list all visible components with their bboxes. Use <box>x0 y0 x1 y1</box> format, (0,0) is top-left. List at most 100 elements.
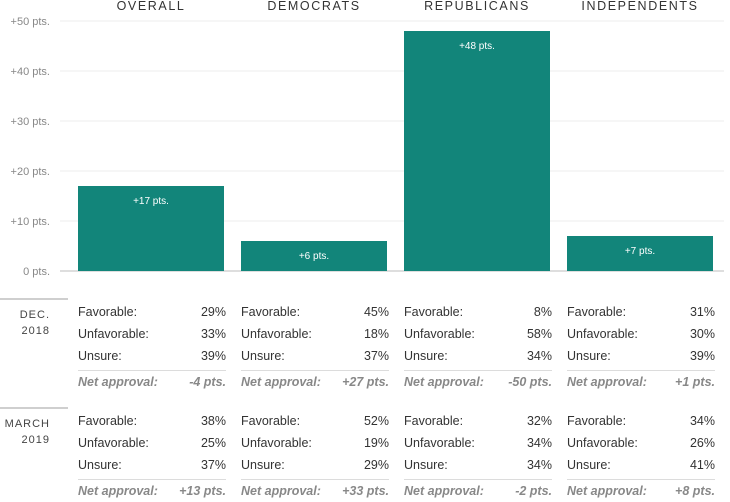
stat-label: Favorable: <box>404 305 464 319</box>
stat-row: Unsure: 41% <box>567 454 715 476</box>
stat-label: Unsure: <box>404 458 448 472</box>
net-approval-label: Net approval: <box>241 484 321 498</box>
stat-value: 8% <box>533 305 552 319</box>
net-approval-row: Net approval: +33 pts. <box>241 479 389 502</box>
y-tick-label: +10 pts. <box>11 216 50 228</box>
stat-row: Unfavorable: 26% <box>567 432 715 454</box>
stat-label: Unfavorable: <box>78 327 149 341</box>
stat-value: 29% <box>200 305 226 319</box>
stat-value: 41% <box>689 458 715 472</box>
net-approval-value: +27 pts. <box>342 375 389 389</box>
stat-value: 29% <box>363 458 389 472</box>
stat-row: Unsure: 39% <box>78 345 226 367</box>
stat-row: Unsure: 39% <box>567 345 715 367</box>
stat-value: 34% <box>689 414 715 428</box>
net-approval-value: +1 pts. <box>675 375 715 389</box>
period-label-line: 2019 <box>21 434 50 446</box>
stats-column: Favorable: 32% Unfavorable: 34% Unsure: 34% Ne… <box>404 410 552 502</box>
stat-value: 37% <box>363 349 389 363</box>
stat-row: Favorable: 31% <box>567 301 715 323</box>
group-title: REPUBLICANS <box>424 0 530 13</box>
bar <box>78 186 224 271</box>
stat-label: Favorable: <box>241 414 301 428</box>
period-divider <box>0 407 68 409</box>
stat-value: 39% <box>689 349 715 363</box>
net-approval-row: Net approval: -50 pts. <box>404 370 552 393</box>
bar-value-label: +7 pts. <box>625 246 655 257</box>
stat-row: Favorable: 52% <box>241 410 389 432</box>
net-approval-label: Net approval: <box>78 484 158 498</box>
net-approval-value: +8 pts. <box>675 484 715 498</box>
stat-label: Unsure: <box>78 349 122 363</box>
stats-column: Favorable: 29% Unfavorable: 33% Unsure: 39% Ne… <box>78 301 226 393</box>
net-approval-row: Net approval: +1 pts. <box>567 370 715 393</box>
stats-column: Favorable: 8% Unfavorable: 58% Unsure: 34% Net… <box>404 301 552 393</box>
bar <box>567 236 713 271</box>
stat-label: Favorable: <box>78 414 138 428</box>
stat-label: Unfavorable: <box>241 327 312 341</box>
stat-value: 39% <box>200 349 226 363</box>
stat-label: Unsure: <box>241 458 285 472</box>
stat-label: Unsure: <box>78 458 122 472</box>
bar-chart: 0 pts. +10 pts. +20 pts. +30 pts. +40 pts. +5… <box>11 0 724 278</box>
net-approval-label: Net approval: <box>567 375 647 389</box>
net-approval-label: Net approval: <box>404 484 484 498</box>
net-approval-row: Net approval: -4 pts. <box>78 370 226 393</box>
net-approval-label: Net approval: <box>78 375 158 389</box>
net-approval-row: Net approval: +27 pts. <box>241 370 389 393</box>
stats-column: Favorable: 34% Unfavorable: 26% Unsure: 41% Ne… <box>567 410 715 502</box>
bar-value-label: +48 pts. <box>459 41 495 52</box>
group-title: INDEPENDENTS <box>581 0 698 13</box>
stat-value: 38% <box>200 414 226 428</box>
net-approval-value: +33 pts. <box>342 484 389 498</box>
stat-value: 58% <box>526 327 552 341</box>
bar-value-label: +6 pts. <box>299 251 329 262</box>
stat-label: Favorable: <box>78 305 138 319</box>
period-label: MARCH 2019 <box>0 416 50 448</box>
group-title: OVERALL <box>117 0 186 13</box>
stats-column: Favorable: 45% Unfavorable: 18% Unsure: 37% Ne… <box>241 301 389 393</box>
net-approval-label: Net approval: <box>241 375 321 389</box>
stats-column: Favorable: 52% Unfavorable: 19% Unsure: 29% Ne… <box>241 410 389 502</box>
stat-row: Favorable: 8% <box>404 301 552 323</box>
stat-label: Unfavorable: <box>567 327 638 341</box>
stat-row: Unsure: 34% <box>404 345 552 367</box>
stat-value: 37% <box>200 458 226 472</box>
group-title: DEMOCRATS <box>267 0 360 13</box>
stat-value: 45% <box>363 305 389 319</box>
stat-value: 52% <box>363 414 389 428</box>
y-tick-label: 0 pts. <box>23 266 50 278</box>
stat-label: Unfavorable: <box>404 436 475 450</box>
stat-row: Unfavorable: 25% <box>78 432 226 454</box>
stat-row: Unfavorable: 34% <box>404 432 552 454</box>
stat-value: 19% <box>363 436 389 450</box>
period-label-line: 2018 <box>21 325 50 337</box>
net-approval-label: Net approval: <box>567 484 647 498</box>
net-approval-row: Net approval: +8 pts. <box>567 479 715 502</box>
stat-label: Unfavorable: <box>241 436 312 450</box>
stat-value: 34% <box>526 349 552 363</box>
stat-label: Favorable: <box>241 305 301 319</box>
stat-row: Unsure: 29% <box>241 454 389 476</box>
stats-column: Favorable: 38% Unfavorable: 25% Unsure: 37% Ne… <box>78 410 226 502</box>
stat-label: Unsure: <box>241 349 285 363</box>
period-label-line: MARCH <box>4 418 50 430</box>
stat-label: Favorable: <box>404 414 464 428</box>
stat-value: 26% <box>689 436 715 450</box>
stat-row: Unfavorable: 30% <box>567 323 715 345</box>
stat-label: Unfavorable: <box>78 436 149 450</box>
net-approval-row: Net approval: +13 pts. <box>78 479 226 502</box>
stat-value: 30% <box>689 327 715 341</box>
stat-row: Unfavorable: 58% <box>404 323 552 345</box>
stat-value: 32% <box>526 414 552 428</box>
stat-row: Favorable: 38% <box>78 410 226 432</box>
stat-value: 34% <box>526 458 552 472</box>
stat-row: Favorable: 29% <box>78 301 226 323</box>
stat-value: 33% <box>200 327 226 341</box>
stat-value: 25% <box>200 436 226 450</box>
stat-row: Unsure: 37% <box>78 454 226 476</box>
net-approval-label: Net approval: <box>404 375 484 389</box>
stat-row: Unfavorable: 19% <box>241 432 389 454</box>
net-approval-row: Net approval: -2 pts. <box>404 479 552 502</box>
y-tick-label: +30 pts. <box>11 116 50 128</box>
